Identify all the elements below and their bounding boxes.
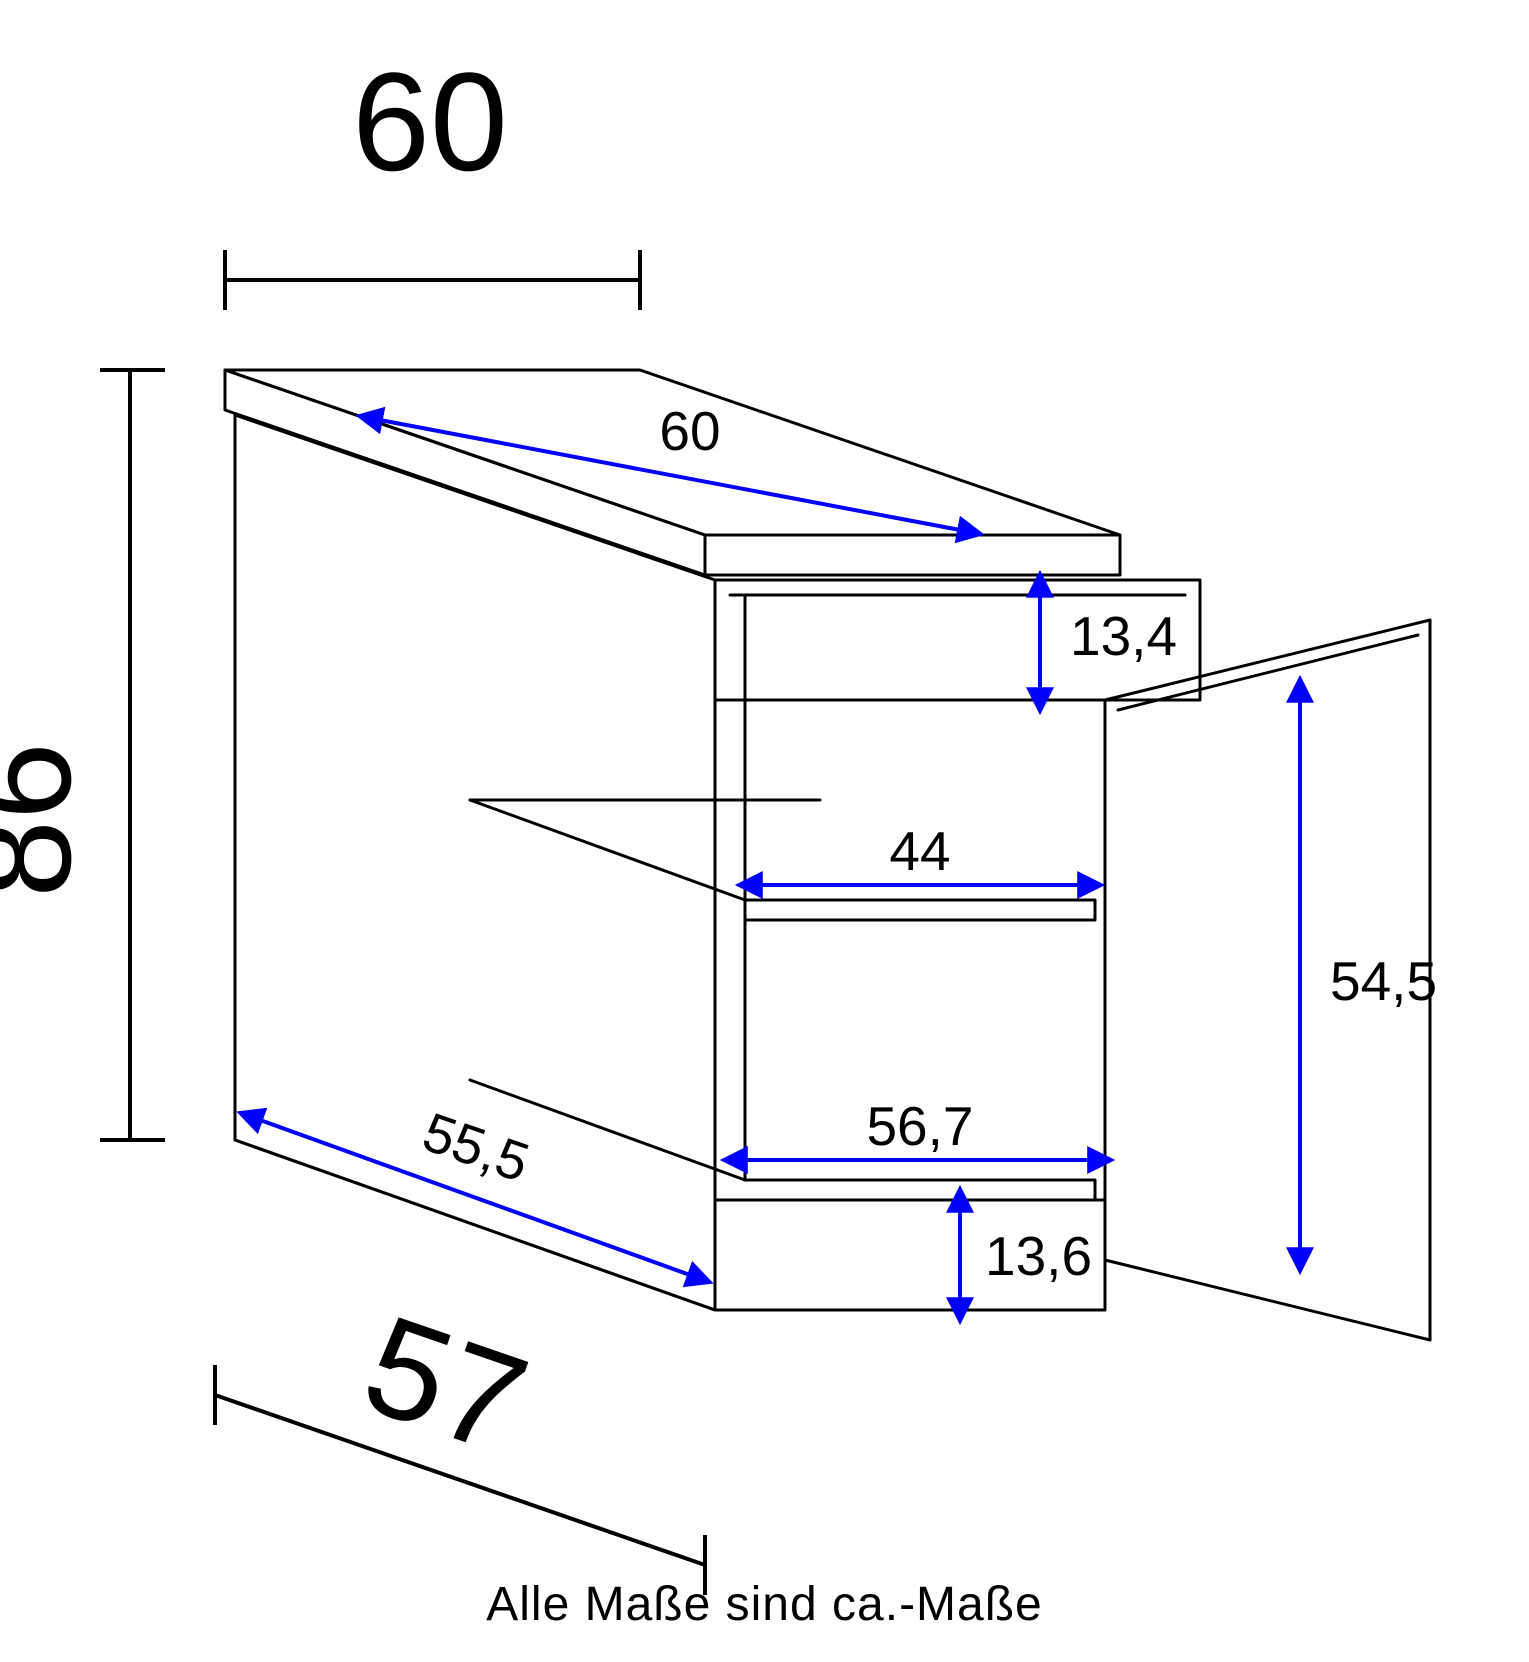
cabinet — [225, 370, 1430, 1340]
diagram-stage: 60 86 57 60 13,4 44 54,5 55,5 56,7 13,6 … — [0, 0, 1529, 1662]
internal-dimensions — [260, 420, 1300, 1300]
dim-side-depth: 55,5 — [415, 1100, 536, 1193]
dim-drawer-height: 13,4 — [1070, 605, 1177, 667]
dim-width-top: 60 — [352, 43, 508, 200]
dim-depth-bottom: 57 — [347, 1285, 545, 1484]
dim-plinth-height: 13,6 — [985, 1225, 1092, 1287]
dim-inner-width: 56,7 — [866, 1095, 973, 1157]
dim-height-left: 86 — [0, 742, 100, 898]
dim-shelf-depth: 44 — [889, 820, 950, 882]
cabinet-drawing: 60 86 57 60 13,4 44 54,5 55,5 56,7 13,6 — [0, 0, 1529, 1662]
dim-top-inner: 60 — [659, 400, 720, 462]
caption: Alle Maße sind ca.-Maße — [0, 1577, 1529, 1632]
dim-door-height: 54,5 — [1330, 950, 1437, 1012]
